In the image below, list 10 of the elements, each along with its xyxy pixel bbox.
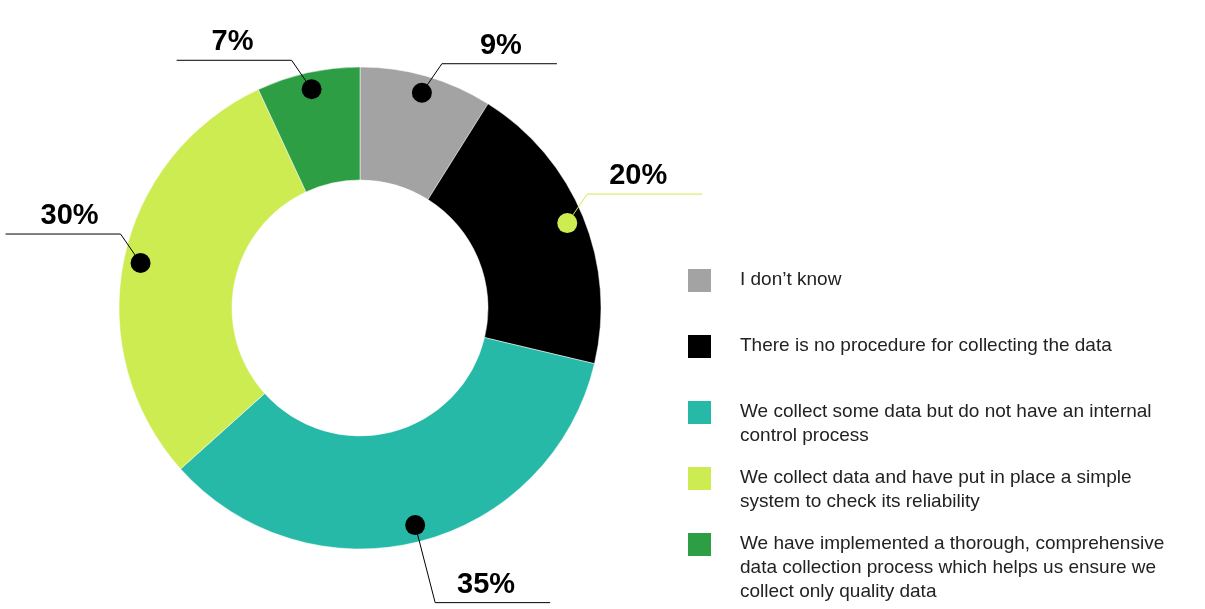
legend-label: We collect some data but do not have an internal control process bbox=[740, 400, 1152, 445]
data-label: 9% bbox=[479, 27, 523, 60]
data-label: 7% bbox=[211, 24, 254, 57]
data-label: 35% bbox=[457, 566, 516, 599]
legend-label: We collect data and have put in place a simple system to check its reliability bbox=[740, 466, 1132, 511]
legend-label: There is no procedure for collecting the data bbox=[740, 334, 1113, 355]
legend-label: We have implemented a thorough, comprehensive data collection process which helps us ensure we collect only quality data bbox=[740, 532, 1165, 601]
data-label: 20% bbox=[609, 158, 668, 191]
data-label: 30% bbox=[40, 198, 99, 231]
legend-label: I don’t know bbox=[740, 268, 842, 289]
